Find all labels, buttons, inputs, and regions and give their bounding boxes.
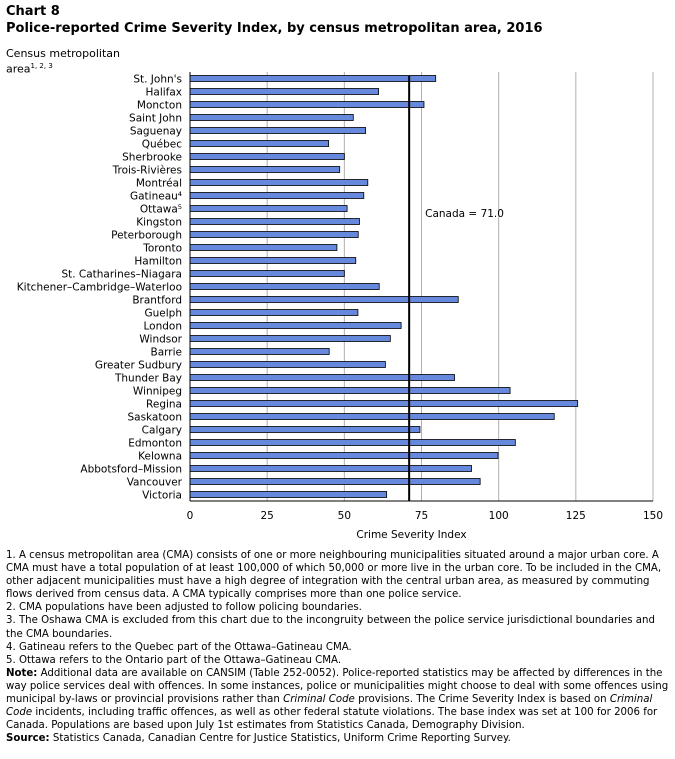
category-label: Kingston [136,217,182,229]
bar [189,153,345,160]
category-label: London [144,321,183,333]
bar [189,361,386,368]
bar [189,218,360,225]
category-label: Guelph [145,308,183,320]
bar [189,244,338,251]
category-label: Windsor [139,334,182,346]
source: Source: Statistics Canada, Canadian Cent… [6,733,511,745]
bar [189,205,348,212]
x-tick-label: 100 [489,510,509,522]
category-label: Peterborough [111,230,182,242]
footnote-3: 3. The Oshawa CMA is excluded from this … [6,615,655,640]
bar [189,140,329,147]
chart-number: Chart 8 [6,4,60,19]
category-label: Québec [142,139,183,151]
x-tick-label: 125 [566,510,586,522]
bar [189,400,579,407]
bar [189,88,379,95]
bar [189,348,330,355]
bar [189,270,345,277]
category-label: Ottawa⁵ [140,204,182,216]
x-tick-label: 75 [415,510,428,522]
bar [189,439,516,446]
bar [189,426,421,433]
category-label: St. John's [133,74,182,86]
category-label: Winnipeg [133,386,182,398]
footnote-5: 5. Ottawa refers to the Ontario part of … [6,654,342,666]
y-axis-title: Census metropolitan area1, 2, 3 [6,47,121,76]
bar [189,374,455,381]
footnotes: 1. A census metropolitan area (CMA) cons… [6,549,670,745]
category-label: Thunder Bay [114,373,182,385]
bar [189,166,341,173]
category-label: Regina [146,399,182,411]
bar [189,101,425,108]
category-label: Greater Sudbury [95,360,182,372]
bar [189,387,511,394]
bar [189,413,555,420]
x-tick-label: 25 [260,510,273,522]
category-label: Moncton [137,100,182,112]
category-label: Kelowna [138,451,182,463]
category-label: St. Catharines–Niagara [61,269,182,281]
bar [189,283,380,290]
canada-reference-label: Canada = 71.0 [425,208,504,220]
bar [189,127,367,134]
category-label: Gatineau⁴ [130,191,182,203]
bar [189,452,499,459]
bar [189,75,437,82]
bar [189,478,481,485]
bar [189,257,357,264]
category-label: Brantford [132,295,182,307]
bar [189,309,359,316]
category-label: Kitchener–Cambridge–Waterloo [17,282,182,294]
category-label: Toronto [142,243,182,255]
x-tick-label: 50 [338,510,351,522]
x-tick-label: 0 [187,510,194,522]
chart-title: Police-reported Crime Severity Index, by… [6,21,543,36]
x-axis-title: Crime Severity Index [356,529,466,541]
category-label: Edmonton [128,438,182,450]
footnote-2: 2. CMA populations have been adjusted to… [6,602,362,614]
category-label: Vancouver [127,477,183,489]
x-tick-label: 150 [643,510,663,522]
bar [189,322,402,329]
bar [189,231,359,238]
footnote-4: 4. Gatineau refers to the Quebec part of… [6,641,352,653]
bar [189,491,388,498]
category-label: Saguenay [130,126,182,138]
bar [189,179,369,186]
bar [189,335,391,342]
category-label: Saskatoon [127,412,182,424]
category-label: Victoria [142,490,182,502]
note: Note: Additional data are available on C… [6,667,669,732]
category-label: Barrie [151,347,182,359]
footnote-1: 1. A census metropolitan area (CMA) cons… [6,550,662,601]
bar [189,465,472,472]
category-label: Saint John [129,113,182,125]
category-label: Trois-Rivières [112,165,182,177]
category-label: Abbotsford–Mission [80,464,182,476]
bar [189,296,459,303]
category-label: Hamilton [134,256,182,268]
category-label: Sherbrooke [122,152,182,164]
category-label: Montréal [136,178,182,190]
bar [189,192,365,199]
category-label: Halifax [145,87,182,99]
y-axis-title-footnotes: 1, 2, 3 [30,62,53,70]
category-label: Calgary [142,425,182,437]
bar [189,114,354,121]
